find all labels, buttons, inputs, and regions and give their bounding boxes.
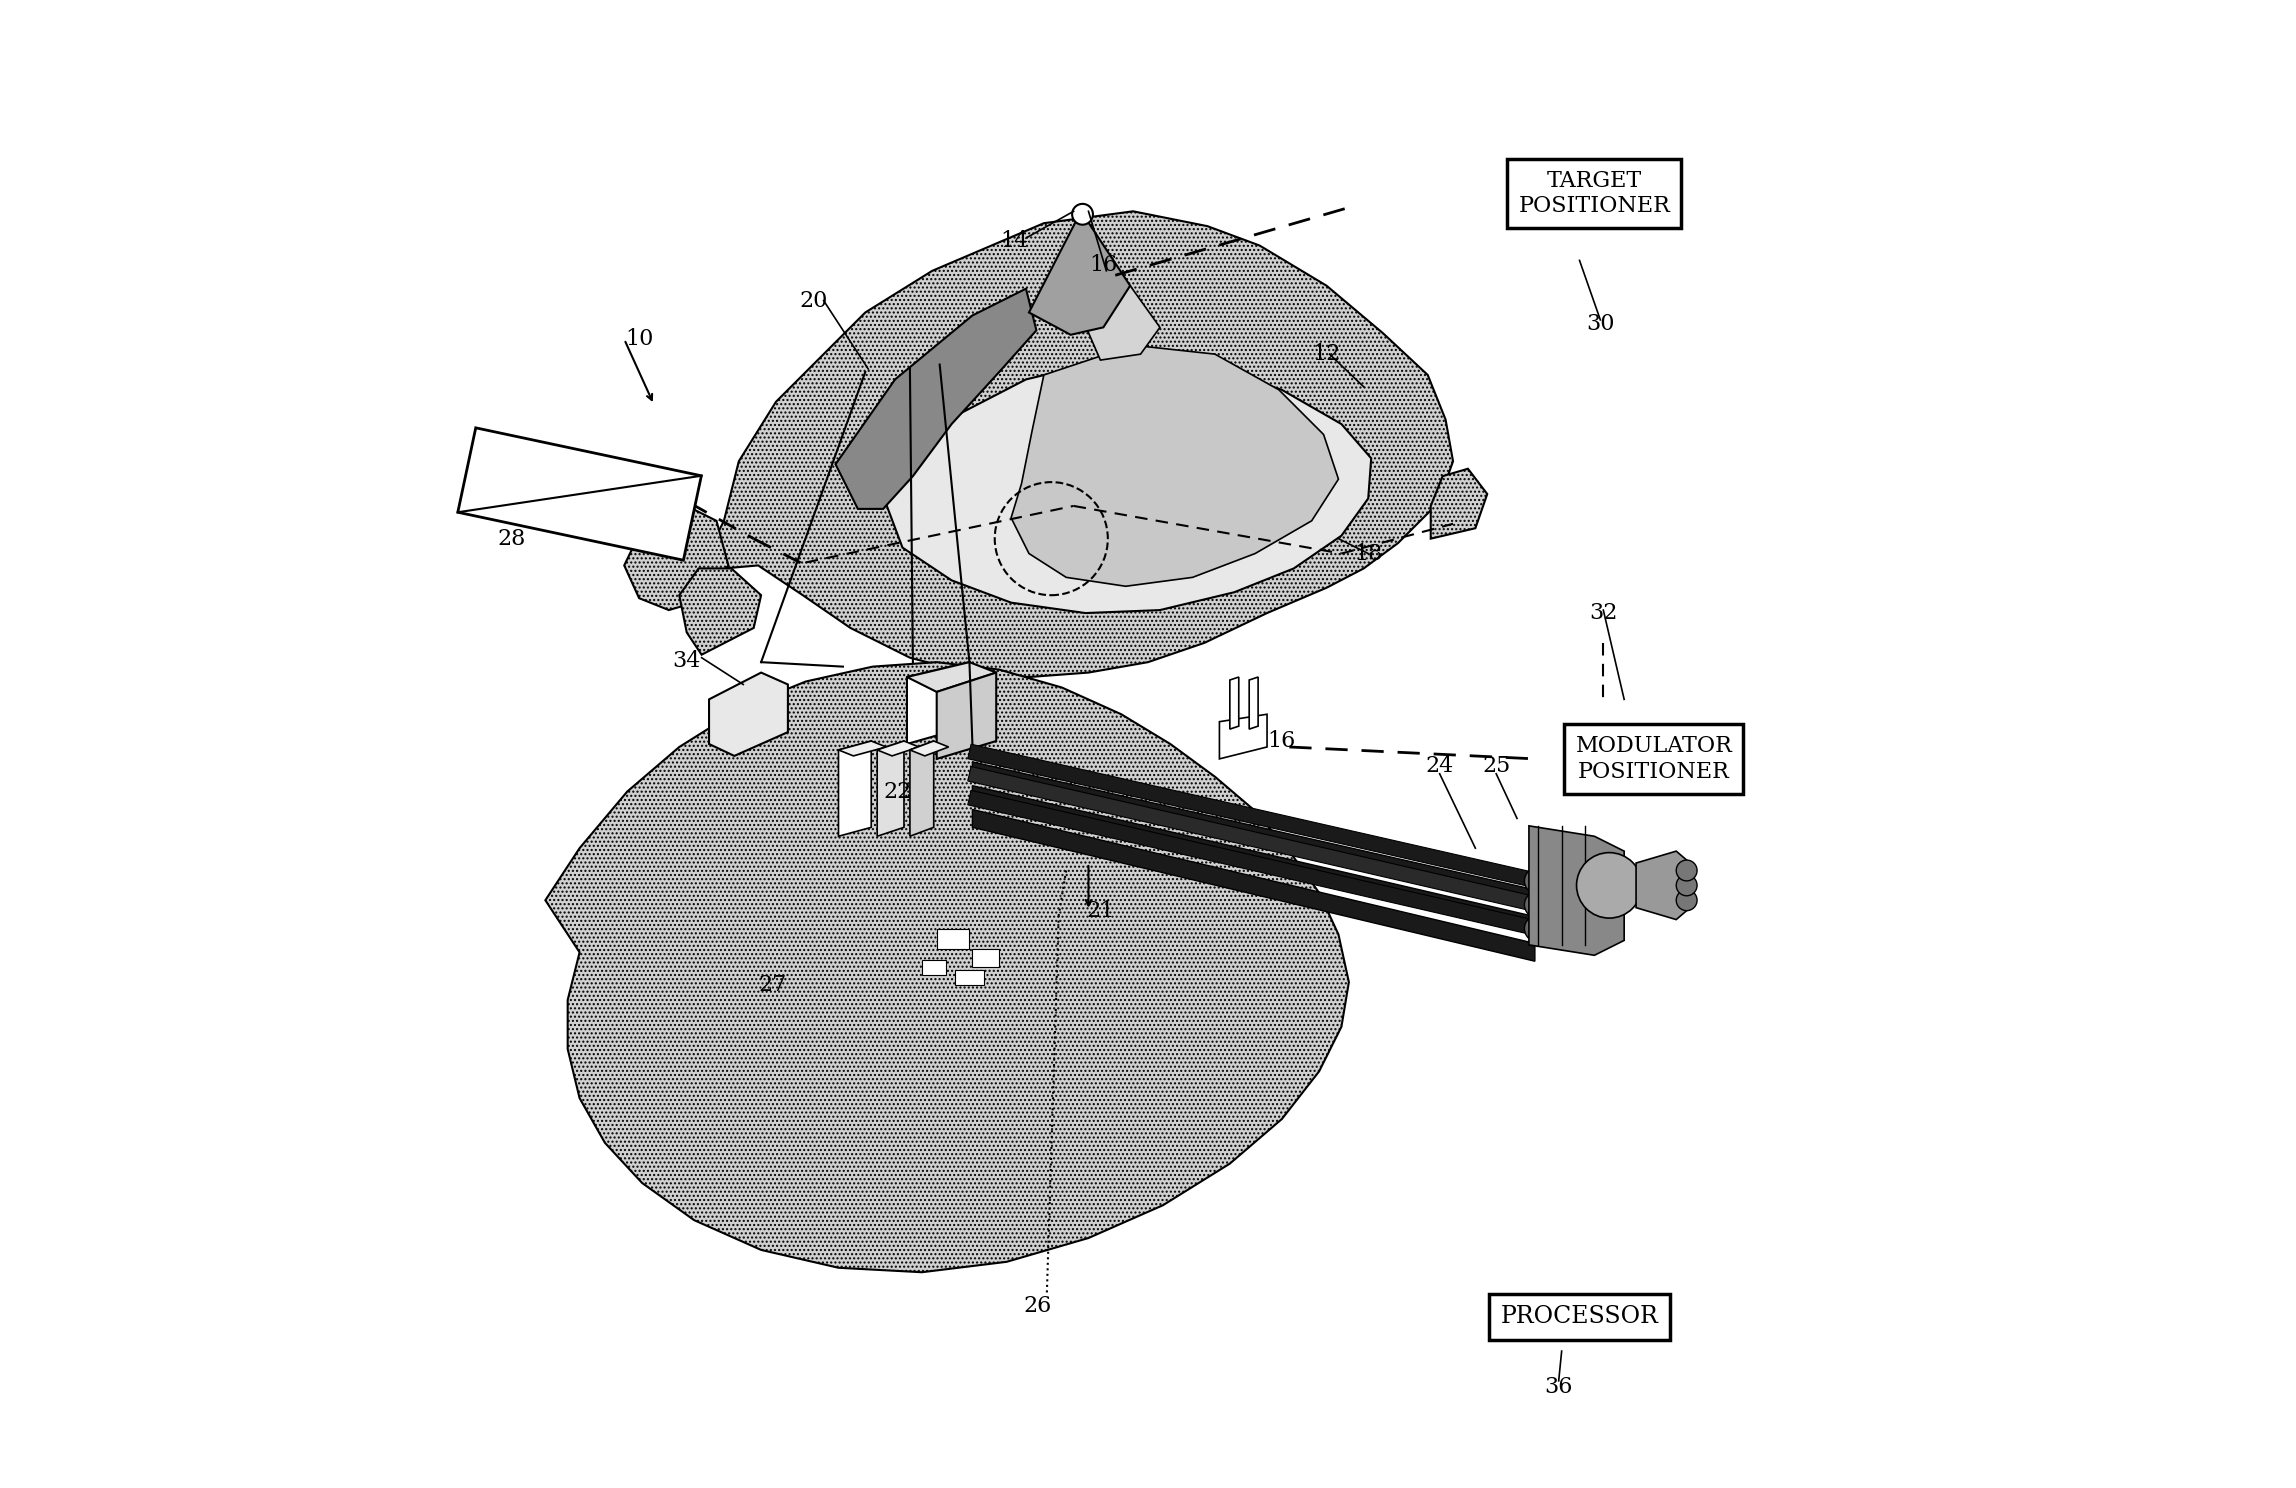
Text: 28: 28 [496, 528, 526, 549]
Polygon shape [1430, 469, 1488, 539]
Polygon shape [1029, 211, 1130, 335]
Text: 22: 22 [884, 781, 912, 802]
Polygon shape [974, 809, 1536, 961]
Bar [974, 949, 999, 967]
Polygon shape [937, 673, 996, 759]
Text: 16: 16 [1088, 254, 1118, 275]
Circle shape [1072, 204, 1093, 225]
Text: PROCESSOR: PROCESSOR [1502, 1305, 1658, 1329]
Bar [955, 970, 985, 985]
Polygon shape [703, 211, 1453, 677]
Circle shape [1676, 860, 1697, 881]
Text: 30: 30 [1587, 314, 1614, 335]
Polygon shape [1219, 714, 1267, 759]
Polygon shape [969, 766, 1541, 912]
Circle shape [1525, 891, 1552, 918]
Bar [937, 929, 969, 949]
Text: 34: 34 [673, 650, 700, 671]
Circle shape [1525, 915, 1552, 942]
Polygon shape [546, 662, 1348, 1272]
Polygon shape [879, 357, 1371, 613]
Polygon shape [709, 673, 788, 756]
Polygon shape [907, 662, 996, 692]
Text: MODULATOR
POSITIONER: MODULATOR POSITIONER [1575, 735, 1733, 783]
Polygon shape [909, 741, 948, 756]
Text: 12: 12 [1313, 344, 1341, 365]
Polygon shape [838, 741, 870, 836]
Polygon shape [1249, 677, 1258, 729]
Polygon shape [1010, 345, 1339, 586]
Polygon shape [680, 568, 760, 655]
Polygon shape [838, 741, 886, 756]
Text: 24: 24 [1426, 756, 1453, 777]
Polygon shape [974, 786, 1536, 934]
Polygon shape [1231, 677, 1240, 729]
Text: 27: 27 [760, 975, 788, 995]
Polygon shape [969, 790, 1541, 936]
Circle shape [1676, 875, 1697, 896]
Text: 20: 20 [799, 290, 827, 311]
Text: TARGET
POSITIONER: TARGET POSITIONER [1518, 170, 1669, 217]
Polygon shape [457, 429, 700, 559]
Polygon shape [907, 662, 969, 744]
Polygon shape [974, 762, 1536, 908]
Polygon shape [1081, 286, 1159, 360]
Polygon shape [909, 741, 934, 836]
Text: 32: 32 [1589, 603, 1616, 623]
Text: 10: 10 [625, 329, 654, 350]
Text: 26: 26 [1024, 1296, 1052, 1317]
Polygon shape [1529, 826, 1623, 955]
Text: 21: 21 [1086, 900, 1114, 921]
Circle shape [1676, 890, 1697, 911]
Text: 16: 16 [1267, 731, 1295, 751]
Bar [921, 960, 946, 975]
Polygon shape [836, 289, 1035, 509]
Polygon shape [1637, 851, 1688, 920]
Text: 25: 25 [1481, 756, 1511, 777]
Polygon shape [625, 506, 728, 610]
Polygon shape [877, 741, 918, 756]
Text: 36: 36 [1545, 1376, 1573, 1397]
Circle shape [1577, 853, 1642, 918]
Text: 14: 14 [1001, 231, 1029, 251]
Circle shape [1525, 868, 1552, 894]
Polygon shape [969, 744, 1541, 888]
Text: 18: 18 [1355, 543, 1382, 564]
Polygon shape [877, 741, 905, 836]
